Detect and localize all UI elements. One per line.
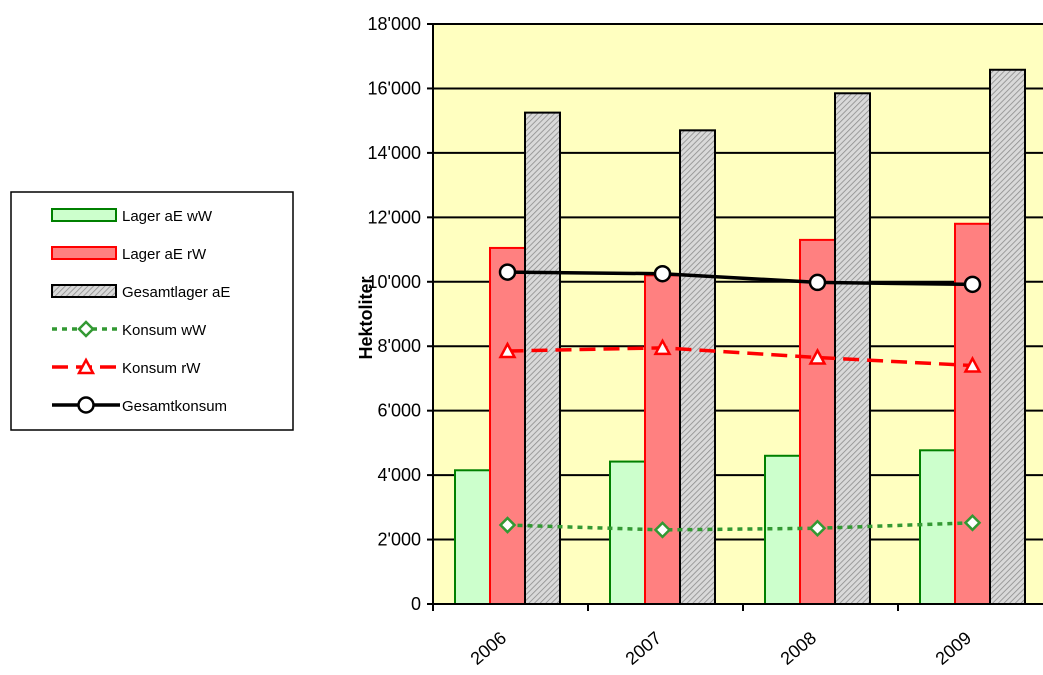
line-point (808, 273, 827, 292)
x-tick-label: 2008 (777, 628, 821, 669)
bar (799, 238, 836, 605)
legend-label: Lager aE wW (122, 208, 213, 225)
y-tick-label: 14'000 (368, 143, 422, 163)
x-tick-label: 2007 (622, 628, 666, 669)
series-line (507, 270, 973, 287)
y-tick-label: 10'000 (368, 272, 422, 292)
line-point (498, 516, 517, 534)
y-tick-label: 6'000 (378, 401, 421, 421)
bar (679, 129, 716, 605)
y-tick-label: 16'000 (368, 78, 422, 98)
bar (989, 68, 1026, 605)
y-tick-label: 0 (411, 594, 421, 614)
bar (524, 111, 561, 605)
line-point (77, 396, 95, 414)
legend-box (10, 191, 294, 431)
y-tick-label: 18'000 (368, 14, 422, 34)
line-point (76, 357, 96, 375)
legend-label: Konsum rW (122, 360, 201, 377)
bar (454, 469, 491, 605)
line-point (808, 347, 827, 365)
bar (609, 460, 646, 606)
y-tick-label: 2'000 (378, 530, 421, 550)
x-tick-label: 2006 (467, 628, 511, 669)
y-tick-label: 12'000 (368, 207, 422, 227)
y-tick-label: 8'000 (378, 336, 421, 356)
line-point (77, 320, 95, 338)
line-point (653, 338, 672, 356)
bar (489, 246, 526, 605)
line-point (653, 264, 672, 283)
legend-swatch (51, 208, 117, 222)
line-point (963, 514, 982, 532)
legend: Lager aE wW Lager aE rW Gesamtlager aE Kons… (10, 191, 294, 431)
bar (919, 449, 956, 605)
series-line (507, 346, 973, 368)
legend-swatch (51, 284, 117, 298)
legend-swatch (51, 246, 117, 260)
line-point (963, 355, 982, 373)
line-point (808, 519, 827, 538)
line-point (498, 341, 517, 359)
bar (644, 274, 681, 605)
legend-label: Lager aE rW (122, 246, 207, 263)
line-point (653, 521, 672, 539)
y-axis-title: Hektoliter (356, 276, 376, 359)
legend-label: Gesamtkonsum (122, 398, 227, 415)
y-tick-label: 4'000 (378, 465, 421, 485)
series-line (507, 521, 973, 532)
x-tick-label: 2009 (932, 628, 976, 669)
legend-label: Konsum wW (122, 322, 207, 339)
line-point (963, 275, 982, 294)
legend-label: Gesamtlager aE (122, 284, 230, 301)
line-point (498, 263, 517, 281)
